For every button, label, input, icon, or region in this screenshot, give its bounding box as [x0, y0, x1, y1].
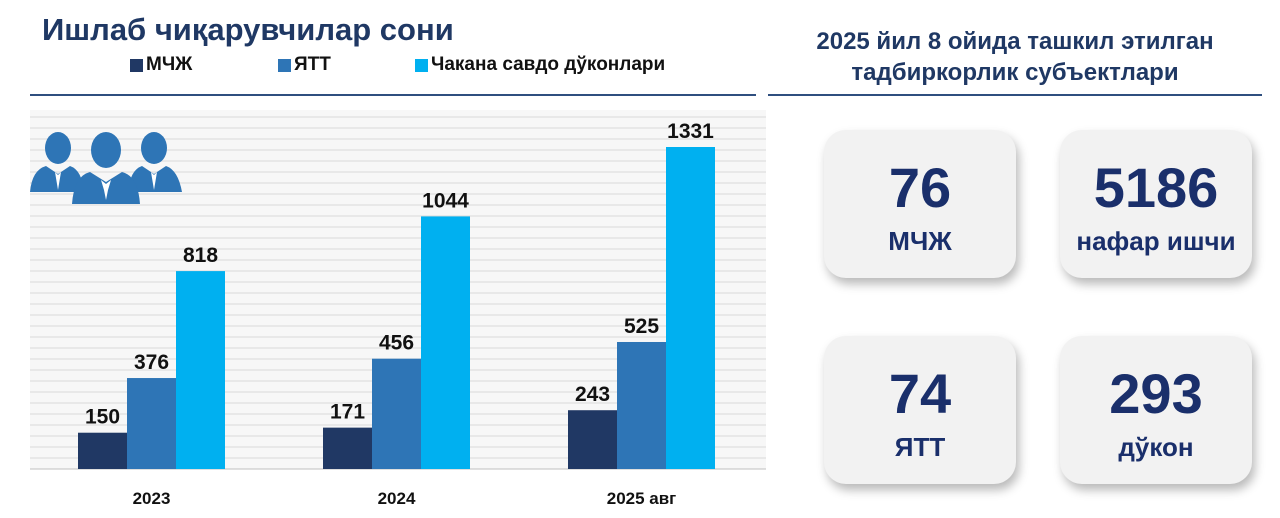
legend-swatch-retail — [415, 58, 428, 72]
chart-title: Ишлаб чиқарувчилар сони — [42, 12, 454, 47]
bar-data-label: 243 — [575, 383, 610, 406]
bar-data-label: 818 — [183, 244, 218, 267]
bar-data-label: 171 — [330, 401, 365, 424]
stat-card-yatt: 74 ЯТТ — [824, 336, 1016, 484]
stat-label-workers: нафар ишчи — [1076, 226, 1236, 256]
bar-data-label: 456 — [379, 332, 414, 355]
legend-item-mchj: МЧЖ — [130, 54, 278, 76]
stat-value-shops: 293 — [1109, 362, 1203, 425]
stat-card-workers: 5186 нафар ишчи — [1060, 130, 1252, 278]
right-title-line-1: 2025 йил 8 ойида ташкил этилган — [816, 28, 1214, 55]
bar — [127, 378, 176, 469]
legend-item-retail: Чакана савдо дўконлари — [415, 54, 665, 76]
bar — [568, 410, 617, 469]
legend-label-mchj: МЧЖ — [146, 54, 193, 75]
stat-card-shops: 293 дўкон — [1060, 336, 1252, 484]
bar — [176, 271, 225, 469]
stat-value-mchj: 76 — [888, 156, 952, 219]
bar-data-label: 1331 — [667, 120, 714, 143]
stat-label-yatt: ЯТТ — [894, 432, 946, 462]
bar-data-label: 525 — [624, 315, 659, 338]
left-divider — [30, 94, 756, 96]
right-title-line-2: тадбиркорлик субъектлари — [851, 59, 1179, 86]
bar — [78, 432, 127, 469]
stat-label-shops: дўкон — [1118, 432, 1194, 462]
chart-legend: МЧЖ ЯТТ Чакана савдо дўконлари — [130, 54, 665, 76]
bar — [666, 147, 715, 469]
stat-value-workers: 5186 — [1093, 156, 1219, 219]
stat-card-mchj: 76 МЧЖ — [824, 130, 1016, 278]
stat-value-yatt: 74 — [888, 362, 952, 425]
bar — [323, 427, 372, 469]
bar — [421, 216, 470, 469]
bar — [372, 358, 421, 469]
x-tick-label: 2023 — [133, 489, 171, 508]
right-divider — [768, 94, 1262, 96]
legend-swatch-yatt — [278, 58, 291, 72]
bar-chart: 150 376 818 2023 171 456 1044 2024 243 525 1331 202… — [30, 110, 766, 508]
bar — [617, 341, 666, 469]
bar-data-label: 150 — [85, 406, 120, 429]
legend-swatch-mchj — [130, 58, 143, 72]
bar-data-label: 376 — [134, 351, 169, 374]
people-group-icon — [30, 132, 182, 204]
x-tick-label: 2024 — [378, 489, 416, 508]
x-tick-label: 2025 авг — [607, 489, 677, 508]
legend-label-retail: Чакана савдо дўконлари — [431, 54, 666, 75]
legend-label-yatt: ЯТТ — [294, 54, 331, 75]
right-panel-title: 2025 йил 8 ойида ташкил этилган тадбирко… — [770, 26, 1260, 88]
stat-label-mchj: МЧЖ — [888, 226, 952, 256]
bar-data-label: 1044 — [422, 189, 469, 212]
legend-item-yatt: ЯТТ — [278, 54, 415, 76]
